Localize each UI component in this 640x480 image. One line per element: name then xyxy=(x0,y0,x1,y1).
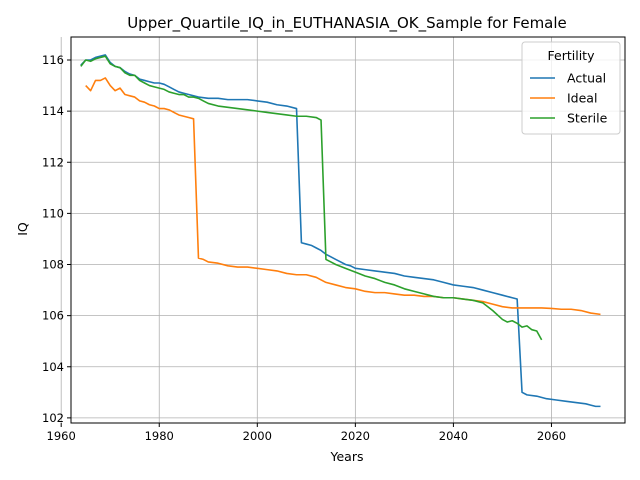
y-tick-label: 114 xyxy=(42,104,64,118)
x-tick-label: 2060 xyxy=(537,429,566,443)
series-line-ideal xyxy=(85,77,601,316)
y-tick-label: 106 xyxy=(42,309,64,323)
x-tick-label: 2000 xyxy=(243,429,272,443)
y-tick-label: 108 xyxy=(42,258,64,272)
series-line-actual xyxy=(80,54,601,408)
legend-label-sterile: Sterile xyxy=(567,111,608,126)
x-tick-label: 1960 xyxy=(47,429,76,443)
legend-box xyxy=(521,41,621,135)
y-axis-label: IQ xyxy=(15,222,30,236)
legend-title: Fertility xyxy=(548,48,596,63)
x-tick-label: 2040 xyxy=(439,429,468,443)
legend: Fertility Actual Ideal Sterile xyxy=(521,41,621,135)
chart-title: Upper_Quartile_IQ_in_EUTHANASIA_OK_Sampl… xyxy=(127,14,567,33)
series-lines xyxy=(80,54,601,408)
legend-label-ideal: Ideal xyxy=(567,91,597,106)
legend-items: Actual Ideal Sterile xyxy=(530,71,608,126)
y-tick-label: 110 xyxy=(42,206,64,220)
y-tick-label: 102 xyxy=(42,411,64,425)
series-line-sterile xyxy=(80,55,543,341)
y-tick-label: 104 xyxy=(42,360,64,374)
y-tick-label: 116 xyxy=(42,53,64,67)
y-tick-label: 112 xyxy=(42,155,64,169)
x-axis-label: Years xyxy=(330,449,364,464)
legend-label-actual: Actual xyxy=(567,71,606,86)
plot-frame xyxy=(70,36,626,424)
x-tick-label: 2020 xyxy=(341,429,370,443)
axis-ticks: 1960 1980 2000 2020 2040 2060 102 104 106 108 110 1… xyxy=(42,53,566,443)
x-tick-label: 1980 xyxy=(145,429,174,443)
